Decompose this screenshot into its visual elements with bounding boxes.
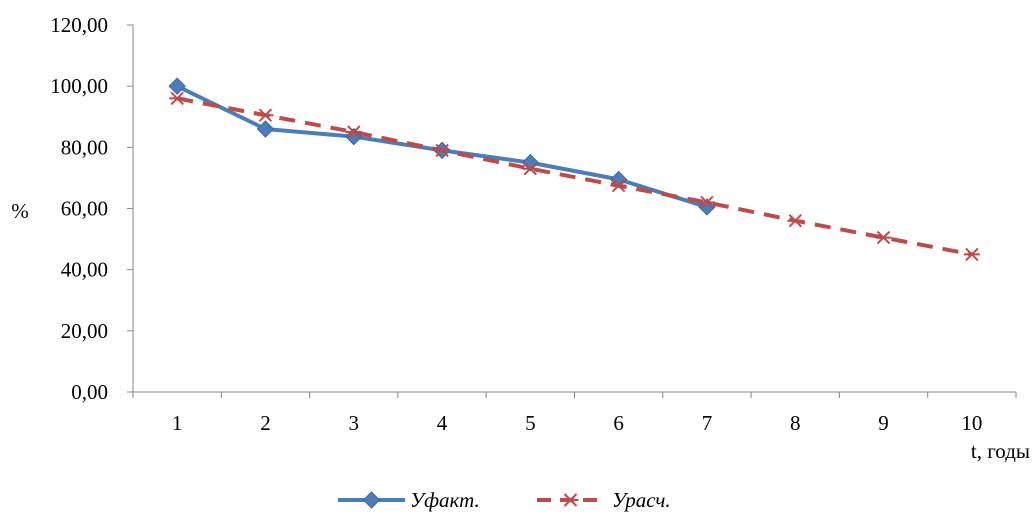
data-point-fact	[168, 77, 186, 95]
data-point-calc	[963, 247, 980, 262]
legend-marker-fact	[362, 491, 381, 509]
x-tick-label: 8	[790, 411, 801, 435]
x-tick-label: 2	[260, 411, 271, 435]
x-tick-label: 6	[613, 411, 624, 435]
legend: Уфакт. Урасч.	[338, 488, 671, 512]
x-tick-label: 5	[525, 411, 536, 435]
data-point-calc	[787, 213, 804, 228]
data-point-calc	[698, 195, 715, 210]
y-tick-label: 20,00	[61, 319, 108, 343]
x-tick-labels: 1 2 3 4 5 6 7 8 9 10	[172, 411, 982, 435]
data-point-calc	[522, 161, 539, 176]
data-point-fact	[521, 153, 540, 172]
x-tick-label: 3	[349, 411, 360, 435]
legend-item-calc: Урасч.	[537, 488, 671, 512]
y-tick-label: 100,00	[50, 74, 108, 98]
x-tick-label: 7	[702, 411, 713, 435]
data-point-fact	[345, 127, 363, 146]
y-tick-label: 40,00	[61, 258, 108, 282]
legend-item-fact: Уфакт.	[338, 488, 480, 512]
y-tick-label: 60,00	[61, 197, 108, 221]
y-axis-label: %	[11, 199, 29, 223]
x-tick-label: 4	[437, 411, 448, 435]
data-point-fact	[256, 120, 275, 138]
data-point-calc	[169, 91, 186, 106]
x-tick-label: 1	[172, 411, 183, 435]
y-tick-labels: 0,00 20,00 40,00 60,00 80,00 100,00 120,00	[50, 13, 108, 404]
series-line-calc	[176, 96, 973, 257]
y-tick-label: 80,00	[61, 135, 108, 159]
chart-axes	[127, 24, 1017, 398]
y-tick-label: 0,00	[71, 380, 108, 404]
legend-label-fact: Уфакт.	[410, 488, 480, 512]
data-point-fact	[609, 170, 628, 189]
data-point-calc	[345, 125, 362, 139]
data-point-calc	[875, 230, 892, 245]
x-axis-label: t, годы	[971, 439, 1030, 463]
data-point-calc	[610, 178, 627, 193]
y-tick-label: 120,00	[50, 13, 108, 37]
series-layer	[168, 77, 980, 262]
x-tick-label: 10	[961, 411, 982, 435]
legend-label-calc: Урасч.	[612, 488, 671, 512]
legend-marker-calc	[562, 493, 579, 507]
x-tick-label: 9	[878, 411, 889, 435]
data-point-calc	[257, 108, 274, 122]
data-point-calc	[434, 143, 451, 158]
